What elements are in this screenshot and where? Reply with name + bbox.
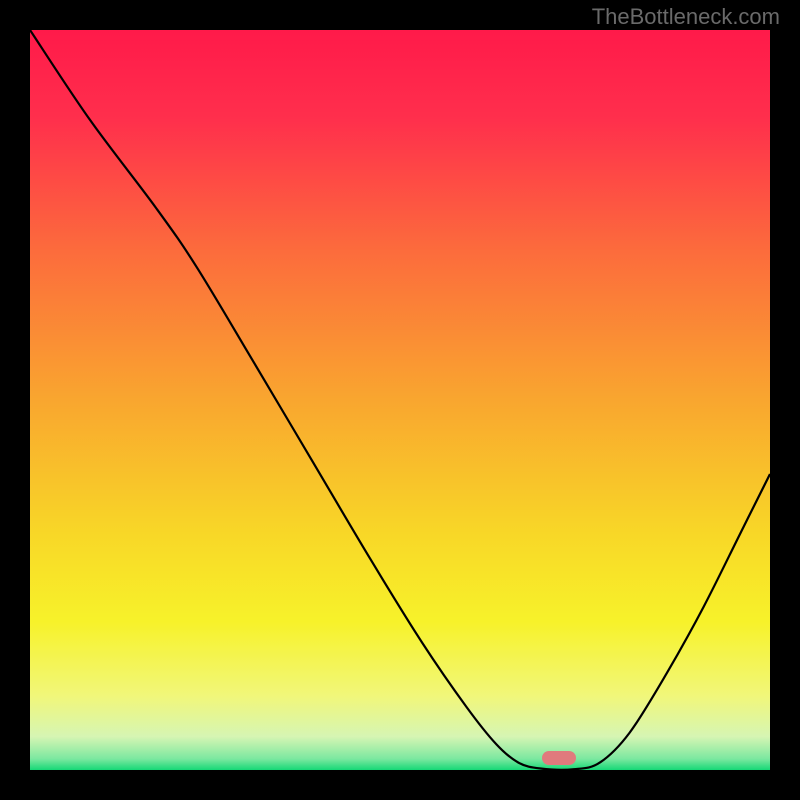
chart-plot-area [30, 30, 770, 770]
bottleneck-curve [30, 30, 770, 770]
optimal-point-marker [542, 751, 576, 765]
watermark-text: TheBottleneck.com [592, 4, 780, 30]
